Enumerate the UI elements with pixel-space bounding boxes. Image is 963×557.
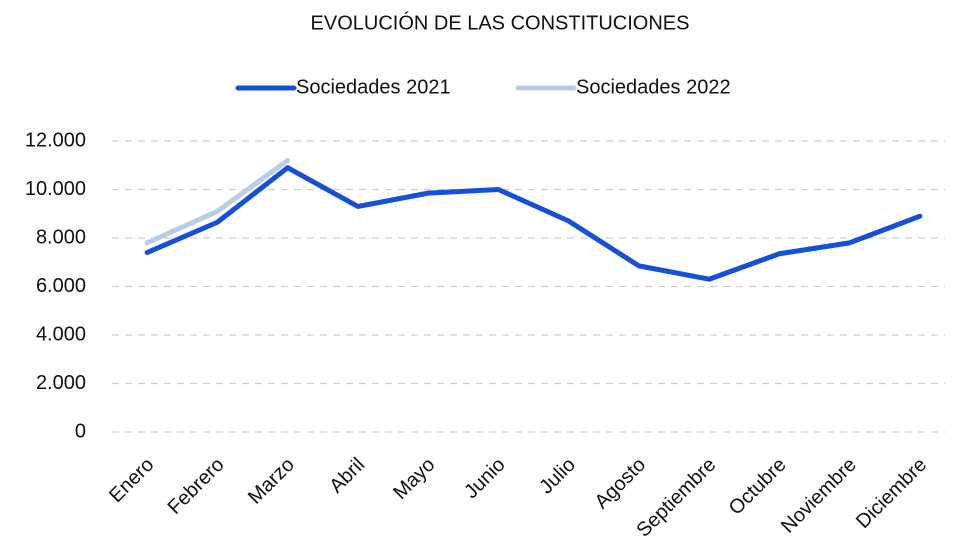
legend-label: Sociedades 2021 [296,76,451,98]
x-tick-label: Abril [325,454,369,498]
y-tick-label: 10.000 [25,178,86,200]
x-tick-label: Febrero [164,454,229,519]
x-tick-label: Enero [105,454,158,507]
y-tick-label: 0 [75,420,86,442]
series-line [144,157,291,246]
x-tick-label: Agosto [591,454,651,514]
y-tick-label: 8.000 [36,226,86,248]
y-tick-label: 4.000 [36,323,86,345]
x-tick-label: Marzo [244,454,299,509]
chart-title: EVOLUCIÓN DE LAS CONSTITUCIONES [311,11,690,34]
x-tick-label: Junio [460,454,509,503]
series-line [144,165,923,282]
y-tick-label: 12.000 [25,129,86,151]
x-tick-label: Noviembre [777,454,861,538]
y-tick-label: 6.000 [36,275,86,297]
x-tick-label: Diciembre [852,454,931,533]
legend-label: Sociedades 2022 [576,76,731,98]
y-tick-label: 2.000 [36,372,86,394]
x-tick-label: Mayo [389,454,439,504]
x-tick-label: Julio [535,454,580,499]
x-tick-label: Octubre [725,454,791,520]
